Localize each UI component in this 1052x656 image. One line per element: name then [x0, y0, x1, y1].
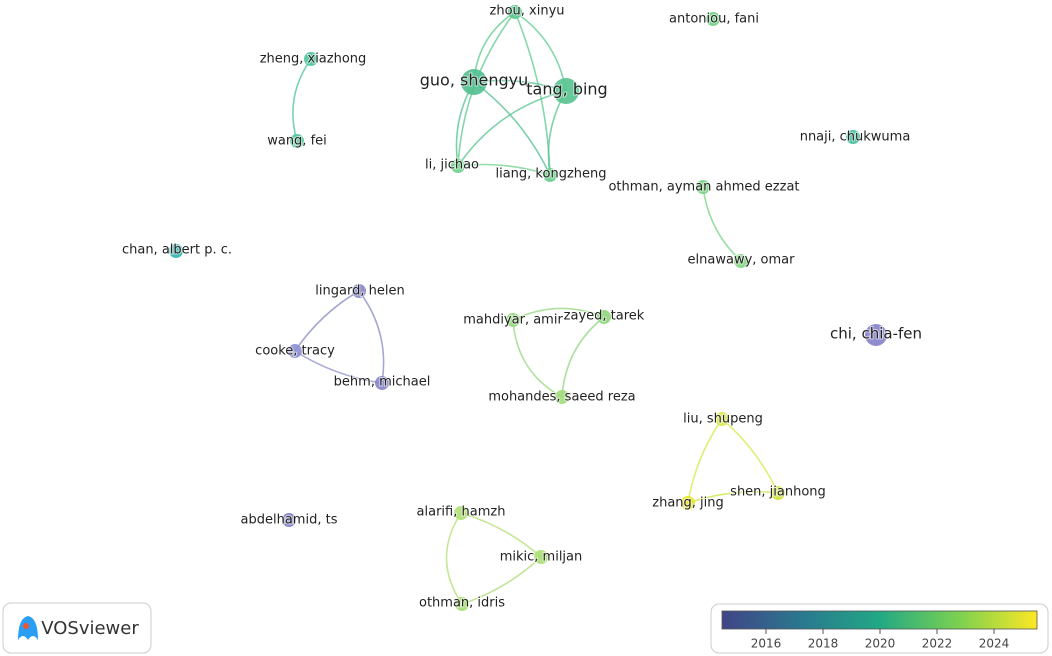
node [555, 390, 569, 404]
legend-tick-label: 2016 [751, 637, 782, 651]
node [455, 597, 469, 611]
node-label: mahdiyar, amir [463, 313, 563, 328]
edges [292, 11, 779, 605]
node-label: nnaji, chukwuma [800, 130, 911, 145]
node [846, 130, 860, 144]
node [734, 254, 748, 268]
edge [460, 512, 542, 558]
node [715, 412, 729, 426]
edge [702, 186, 742, 262]
labels: zhou, xinyu antoniou, fani zheng, xiazhong… [121, 3, 923, 612]
edge [292, 58, 312, 142]
node [288, 344, 302, 358]
edge [687, 491, 779, 504]
node [461, 69, 487, 95]
node-label: cooke, tracy [255, 344, 335, 359]
node-label: mikic, miljan [500, 550, 583, 565]
node-label: guo, shengyu [420, 71, 528, 90]
node-label: alarifi, hamzh [417, 505, 506, 520]
node-label: zheng, xiazhong [260, 52, 367, 67]
edge [512, 307, 605, 321]
node [543, 168, 557, 182]
node-label: chan, albert p. c. [122, 243, 232, 258]
node-label: lingard, helen [315, 284, 404, 299]
node [506, 313, 520, 327]
node-label: zhang, jing [652, 496, 724, 511]
node [681, 496, 695, 510]
node [696, 180, 710, 194]
edge [358, 290, 385, 384]
node [508, 5, 522, 19]
edge [445, 512, 463, 605]
edge [461, 556, 542, 605]
node-label: othman, idris [419, 596, 505, 611]
node [375, 376, 389, 390]
edge [457, 163, 551, 176]
edge [687, 418, 723, 504]
node [771, 486, 785, 500]
color-legend: 2016 2018 2020 2022 2024 [710, 603, 1049, 654]
edge [512, 319, 563, 398]
edge [457, 90, 567, 167]
node-label: liu, shupeng [683, 412, 763, 427]
color-bar [721, 610, 1038, 630]
edge [473, 81, 551, 176]
node-label: mohandes, saeed reza [488, 390, 635, 405]
node-label: li, jichao [425, 158, 479, 173]
legend-tick-label: 2024 [979, 637, 1010, 651]
node [865, 324, 887, 346]
node-label: shen, jianhong [730, 485, 826, 500]
node [352, 284, 366, 298]
edge [294, 290, 360, 352]
node-label: othman, ayman ahmed ezzat [608, 180, 799, 195]
node [304, 52, 318, 66]
legend-tick-label: 2020 [865, 637, 896, 651]
node [597, 310, 611, 324]
node [290, 134, 304, 148]
legend-tick-label: 2018 [808, 637, 839, 651]
node [553, 78, 579, 104]
node-label: elnawawy, omar [688, 253, 796, 268]
logo-text: VOSviewer [41, 618, 139, 639]
node-label: wang, fei [267, 134, 327, 149]
node-label: behm, michael [334, 375, 431, 390]
legend-tick-label: 2022 [922, 637, 953, 651]
node-label: chi, chia-fen [830, 325, 922, 343]
node-label: zhou, xinyu [490, 4, 565, 19]
node-label: zayed, tarek [564, 309, 645, 324]
node [282, 513, 296, 527]
node [706, 12, 720, 26]
node [454, 506, 468, 520]
logo-dot [23, 623, 29, 629]
node [451, 159, 465, 173]
node-label: abdelhamid, ts [241, 513, 338, 528]
edge [294, 350, 383, 384]
node-label: tang, bing [526, 80, 607, 99]
logo: VOSviewer [2, 602, 152, 654]
nodes [169, 5, 887, 611]
edge [561, 316, 605, 398]
node-label: liang, kongzheng [495, 167, 606, 182]
edge [721, 418, 779, 494]
node [534, 550, 548, 564]
node [169, 244, 183, 258]
logo-box [2, 602, 152, 654]
node-label: antoniou, fani [669, 12, 759, 27]
